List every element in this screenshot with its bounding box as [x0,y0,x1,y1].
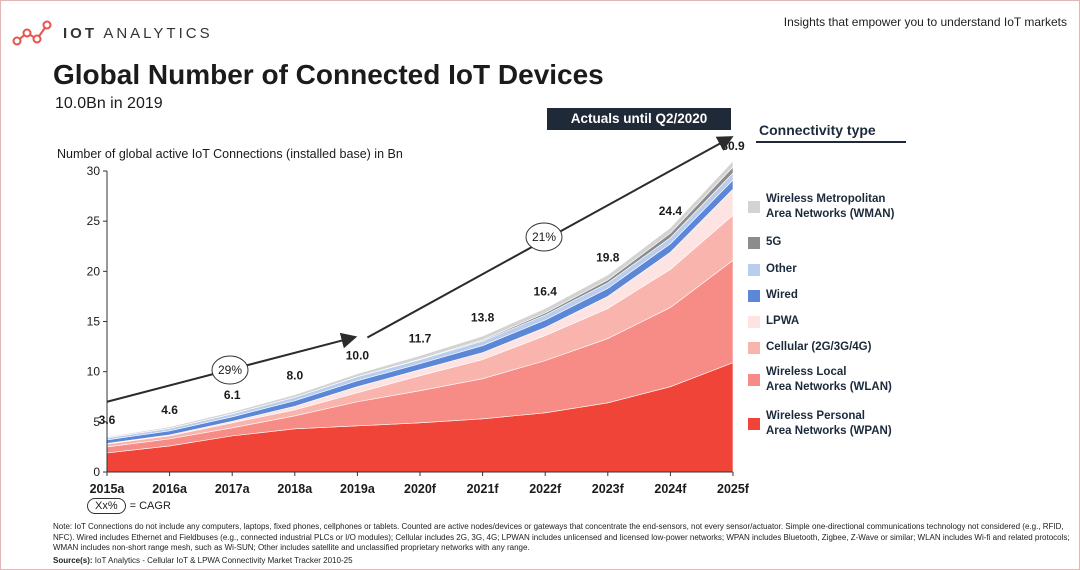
total-label: 4.6 [161,403,178,417]
page-subtitle: 10.0Bn in 2019 [55,95,163,112]
y-tick-label: 25 [87,214,101,228]
y-tick-label: 5 [93,415,100,429]
legend-swatch-wman [748,201,760,213]
cagr-label: 21% [532,230,556,244]
brand-name: IOT ANALYTICS [63,25,213,42]
legend-item-wired: Wired [748,288,798,303]
total-label: 10.0 [346,349,370,363]
source-text: IoT Analytics - Cellular IoT & LPWA Conn… [92,556,353,565]
legend-label-wlan: Wireless Local Area Networks (WLAN) [766,366,892,393]
brand-name-light: ANALYTICS [103,25,213,42]
x-tick-label: 2024f [654,482,687,496]
total-label: 24.4 [659,204,683,218]
y-tick-label: 20 [87,264,101,278]
legend-label-cellular: Cellular (2G/3G/4G) [766,341,872,353]
total-label: 8.0 [286,369,303,383]
y-tick-label: 15 [87,315,101,329]
cagr-key-pill: Xx% [87,498,126,514]
legend-item-wman: Wireless Metropolitan Area Networks (WMA… [748,192,894,222]
legend-swatch-cellular [748,341,760,354]
x-tick-label: 2017a [215,482,251,496]
legend-divider [756,141,906,143]
tagline: Insights that empower you to understand … [783,15,1067,29]
x-tick-label: 2018a [277,482,313,496]
cagr-key-text: = CAGR [129,500,171,512]
total-label: 19.8 [596,250,620,264]
legend-swatch-wpan [748,418,760,430]
stacked-area-chart: 0 5 10 15 20 25 30 2015a 2016a 2017a 2018a 2019a 202… [87,136,750,496]
footnote: Note: IoT Connections do not include any… [53,522,1070,552]
x-tick-label: 2023f [592,482,625,496]
legend-swatch-lpwa [748,315,760,328]
y-tick-label: 0 [93,465,100,479]
cagr-bubble [211,355,249,385]
legend-label-5g: 5G [766,236,782,248]
x-tick-label: 2015a [90,482,126,496]
page-title: Global Number of Connected IoT Devices [53,59,604,90]
total-label: 6.1 [224,388,241,402]
cagr-key: Xx% = CAGR [87,498,171,514]
legend-label-other: Other [766,263,797,275]
x-tick-label: 2022f [529,482,562,496]
legend-item-wpan: Wireless Personal Area Networks (WPAN) [748,409,892,439]
x-tick-label: 2016a [152,482,188,496]
legend-swatch-wired [748,289,760,302]
y-axis-title: Number of global active IoT Connections … [57,147,403,161]
area-wman [106,160,734,439]
legend-label-lpwa: LPWA [766,315,800,327]
legend-swatch-wlan [748,374,760,386]
legend-item-other: Other [748,262,797,277]
source-line: Source(s): IoT Analytics - Cellular IoT … [53,556,353,565]
x-tick-label: 2020f [404,482,437,496]
x-tick-label: 2019a [340,482,376,496]
legend-label-wpan: Wireless Personal Area Networks (WPAN) [766,410,892,437]
total-label: 13.8 [471,311,495,325]
legend-label-wman: Wireless Metropolitan Area Networks (WMA… [766,193,895,220]
legend-item-5g: 5G [748,235,781,250]
total-label: 3.6 [99,413,116,427]
total-label: 11.7 [409,332,432,346]
legend-item-cellular: Cellular (2G/3G/4G) [748,340,871,355]
cagr-label: 29% [218,363,242,377]
source-label: Source(s): [53,556,93,565]
total-label: 16.4 [534,284,558,298]
legend-label-wired: Wired [766,289,798,301]
actuals-badge: Actuals until Q2/2020 [547,108,731,130]
iot-analytics-logo-icon [12,20,52,46]
x-tick-label: 2021f [467,482,500,496]
brand-name-bold: IOT [63,25,97,42]
x-tick-label: 2025f [717,482,750,496]
legend-swatch-5g [748,236,760,249]
y-tick-label: 10 [87,365,101,379]
legend-title: Connectivity type [759,122,876,138]
legend-item-wlan: Wireless Local Area Networks (WLAN) [748,365,892,395]
legend-swatch-other [748,263,760,276]
y-tick-label: 30 [87,164,101,178]
legend-item-lpwa: LPWA [748,314,799,329]
cagr-bubble [525,222,563,252]
